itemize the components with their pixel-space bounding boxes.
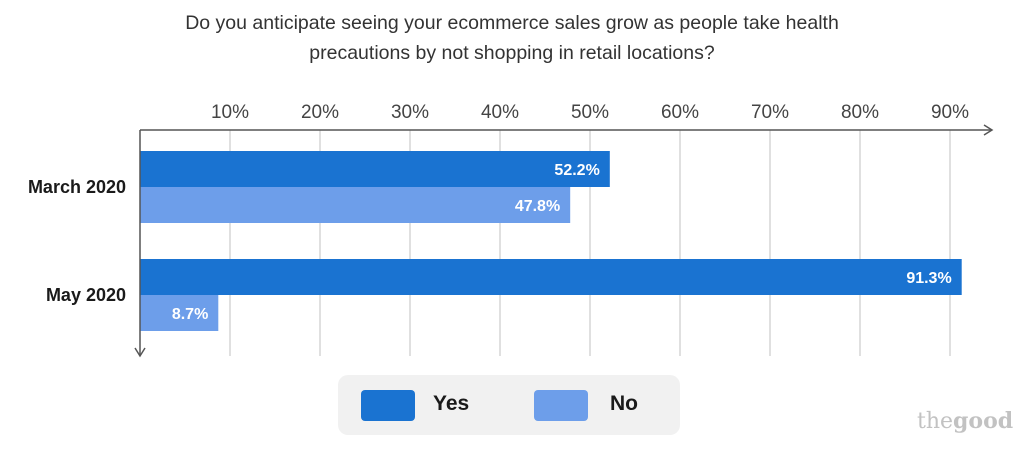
y-axis-arrow bbox=[134, 347, 146, 358]
x-axis-arrow bbox=[983, 124, 994, 136]
bar-yes bbox=[140, 259, 962, 295]
bar-value-label: 91.3% bbox=[906, 270, 951, 287]
bar-yes bbox=[140, 151, 610, 187]
category-label: May 2020 bbox=[46, 285, 126, 305]
bar-value-label: 47.8% bbox=[515, 198, 560, 215]
legend-swatch-yes bbox=[361, 390, 415, 421]
chart-title-line-1: Do you anticipate seeing your ecommerce … bbox=[185, 12, 839, 34]
x-tick-label: 50% bbox=[571, 102, 609, 123]
x-tick-label: 10% bbox=[211, 102, 249, 123]
x-tick-label: 20% bbox=[301, 102, 339, 123]
x-tick-label: 90% bbox=[931, 102, 969, 123]
bar-value-label: 8.7% bbox=[172, 306, 208, 323]
legend: Yes No bbox=[338, 375, 680, 435]
category-label: March 2020 bbox=[28, 177, 126, 197]
legend-label-yes: Yes bbox=[433, 392, 470, 415]
x-tick-label: 70% bbox=[751, 102, 789, 123]
x-tick-label: 30% bbox=[391, 102, 429, 123]
legend-label-no: No bbox=[610, 392, 638, 415]
bar-value-label: 52.2% bbox=[554, 162, 599, 179]
brand-logo-part-2: good bbox=[953, 408, 1014, 434]
brand-logo: thegood bbox=[917, 408, 1013, 434]
legend-swatch-no bbox=[534, 390, 588, 421]
brand-logo-part-1: the bbox=[917, 409, 954, 434]
bar-no bbox=[140, 295, 219, 331]
x-tick-label: 80% bbox=[841, 102, 879, 123]
bar-no bbox=[140, 187, 571, 223]
x-tick-label: 60% bbox=[661, 102, 699, 123]
chart-title-line-2: precautions by not shopping in retail lo… bbox=[309, 42, 715, 64]
chart-title: Do you anticipate seeing your ecommerce … bbox=[0, 8, 1024, 68]
x-tick-label: 40% bbox=[481, 102, 519, 123]
